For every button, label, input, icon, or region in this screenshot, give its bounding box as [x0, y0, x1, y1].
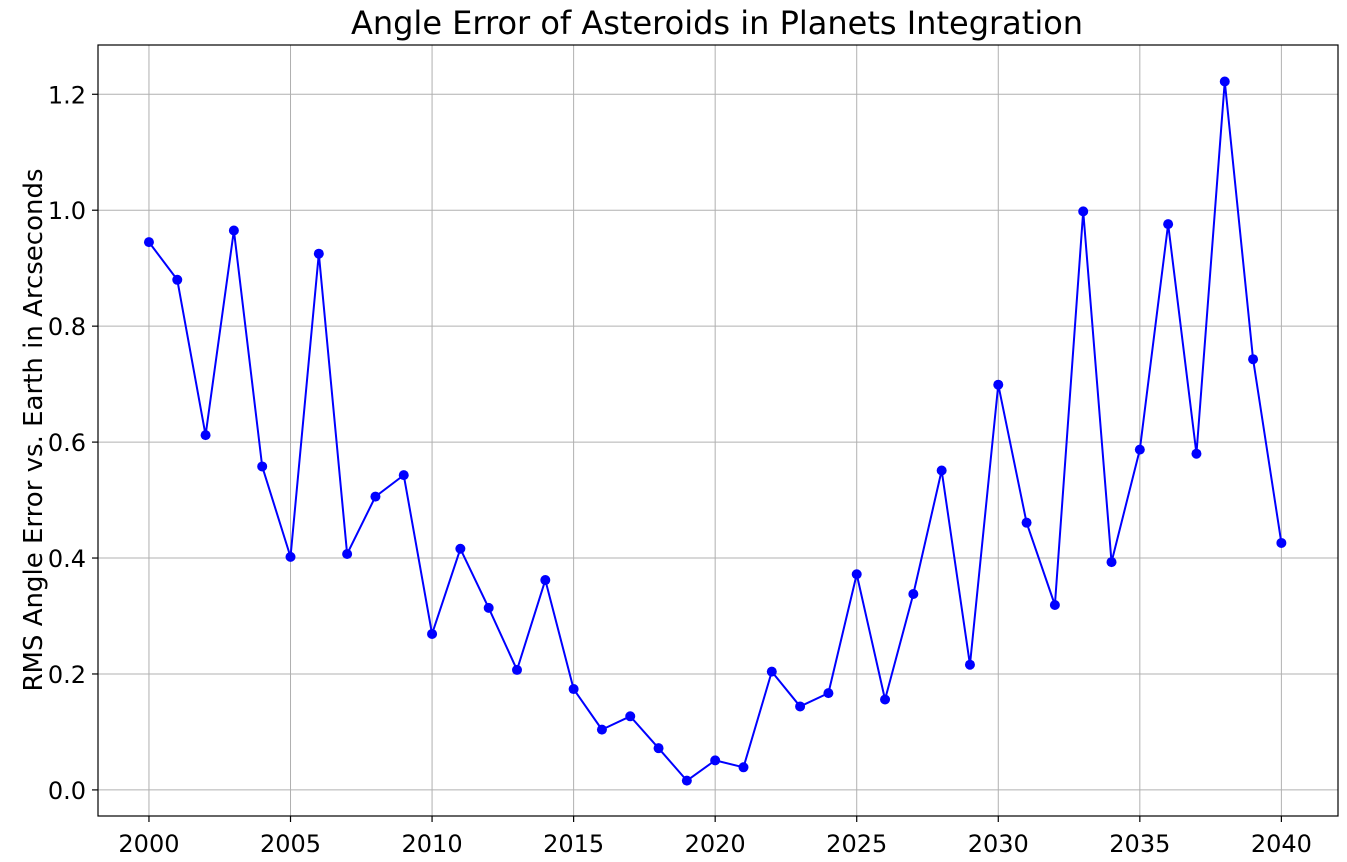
- data-point: [1049, 599, 1060, 610]
- data-point: [1078, 206, 1089, 217]
- data-point: [993, 379, 1004, 390]
- data-point: [766, 666, 777, 677]
- y-tick-label: 1.2: [48, 81, 86, 109]
- data-point: [1248, 354, 1259, 365]
- data-point: [398, 470, 409, 481]
- data-point: [455, 543, 466, 554]
- y-tick-label: 0.8: [48, 313, 86, 341]
- data-point: [880, 694, 891, 705]
- y-tick-label: 0.6: [48, 429, 86, 457]
- data-point: [200, 430, 211, 441]
- data-point: [653, 743, 664, 754]
- x-tick-label: 2000: [118, 830, 179, 858]
- data-point: [512, 664, 522, 675]
- data-point: [172, 274, 183, 285]
- data-point: [1106, 557, 1117, 568]
- data-point: [370, 491, 381, 502]
- y-tick-label: 1.0: [48, 197, 86, 225]
- data-point: [143, 237, 154, 248]
- data-point: [1021, 517, 1032, 528]
- data-point: [228, 225, 239, 236]
- x-tick-label: 2005: [260, 830, 321, 858]
- data-point: [1134, 444, 1145, 455]
- x-tick-label: 2015: [543, 830, 604, 858]
- data-point: [285, 551, 296, 562]
- series-layer: [143, 76, 1287, 786]
- data-point: [1163, 219, 1174, 230]
- grid: [98, 45, 1338, 816]
- y-axis-label: RMS Angle Error vs. Earth in Arcseconds: [19, 168, 49, 691]
- y-tick-label: 0.4: [48, 545, 86, 573]
- data-point: [1191, 448, 1202, 459]
- plot-frame: [97, 44, 1339, 817]
- data-point: [681, 775, 692, 786]
- data-point: [483, 602, 494, 613]
- data-point: [936, 465, 947, 476]
- data-point: [710, 755, 721, 766]
- x-tick-label: 2025: [826, 830, 887, 858]
- x-tick-label: 2030: [968, 830, 1029, 858]
- chart-title: Angle Error of Asteroids in Planets Inte…: [351, 4, 1083, 42]
- data-point: [851, 569, 862, 580]
- x-tick-label: 2020: [685, 830, 746, 858]
- x-tick-label: 2010: [402, 830, 463, 858]
- data-point: [795, 701, 806, 712]
- data-point: [540, 575, 551, 586]
- y-tick-label: 0.2: [48, 661, 86, 689]
- data-point: [313, 248, 324, 259]
- data-point: [342, 548, 353, 559]
- data-point: [625, 711, 636, 722]
- data-point: [568, 684, 579, 695]
- data-point: [964, 659, 975, 670]
- data-point: [908, 588, 919, 599]
- data-point: [1276, 537, 1287, 548]
- axis-ticks: 2000 2005 2010 2015 2020 2025 2030 2035 2040 0.0 0…: [48, 81, 1312, 858]
- data-point: [738, 762, 749, 773]
- x-tick-label: 2040: [1251, 830, 1312, 858]
- data-point: [823, 688, 834, 699]
- x-tick-label: 2035: [1109, 830, 1170, 858]
- data-point: [427, 628, 438, 639]
- data-point: [257, 461, 268, 472]
- data-point: [1219, 76, 1230, 87]
- data-point: [596, 724, 607, 735]
- y-tick-label: 0.0: [48, 777, 86, 805]
